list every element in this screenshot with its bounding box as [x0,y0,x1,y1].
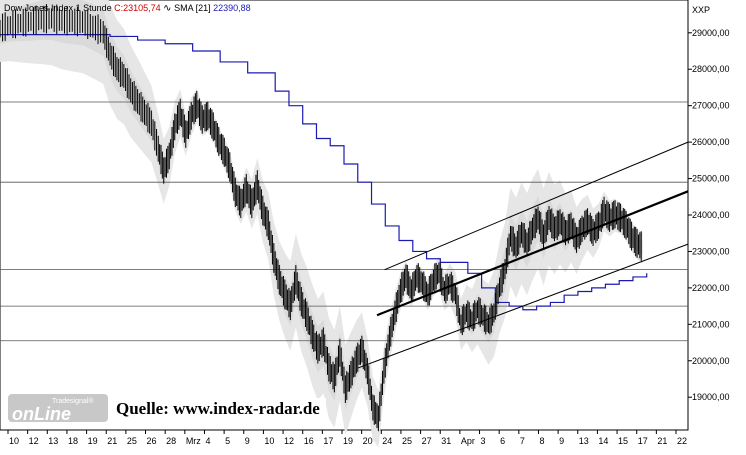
price-tick-label: 22000,00 [692,283,730,293]
horizontal-levels [0,101,688,342]
tradesignal-logo: Tradesignal® onLine [8,392,108,424]
trendline [376,190,689,317]
chart-legend: Dow Jones Index 1 Stunde C:23105,74 ∿ SM… [4,3,251,14]
time-tick-label: 22 [677,436,687,446]
time-tick-label: 18 [68,436,78,446]
time-tick-label: 21 [107,436,117,446]
price-tick-label: 24000,00 [692,210,730,220]
sma-value: 22390,88 [213,3,251,13]
time-tick-label: 31 [441,436,451,446]
time-tick-label: 15 [618,436,628,446]
logo-icon: Tradesignal® onLine [8,394,108,424]
time-tick-label: 5 [225,436,230,446]
time-tick-label: 13 [48,436,58,446]
timeframe-label: 1 Stunde [75,3,112,13]
time-tick-label: Mrz [186,436,201,446]
close-value: C:23105,74 [114,3,161,13]
time-tick-label: 16 [304,436,314,446]
time-tick-label: 21 [657,436,667,446]
price-bars [0,4,642,432]
logo-small-text: Tradesignal® [52,397,94,405]
time-tick-label: 17 [638,436,648,446]
time-tick-label: 3 [481,436,486,446]
time-tick-label: 28 [166,436,176,446]
time-tick-label: 20 [363,436,373,446]
time-tick-label: Apr [461,436,475,446]
time-tick-label: 17 [323,436,333,446]
price-axis: XXP 29000,00 28000,00 27000,00 26000,00 25000… [688,5,730,402]
price-tick-label: 28000,00 [692,64,730,74]
outer-band [0,0,643,448]
trendlines [357,141,689,369]
sma-label: SMA [21] [174,3,211,13]
time-tick-label: 19 [88,436,98,446]
time-tick-label: 19 [343,436,353,446]
sma-icon: ∿ [163,3,172,14]
time-axis: 10 12 13 18 19 21 25 26 28 Mrz 4 5 9 10 12 16 17 19 20 24 25… [7,430,687,446]
time-tick-label: 10 [9,436,19,446]
axis-currency-label: XXP [692,5,710,15]
time-tick-label: 9 [559,436,564,446]
trendline [357,243,689,369]
time-tick-label: 25 [402,436,412,446]
price-tick-label: 23000,00 [692,246,730,256]
time-tick-label: 12 [29,436,39,446]
price-tick-label: 25000,00 [692,174,730,184]
time-tick-label: 27 [422,436,432,446]
time-tick-label: 7 [520,436,525,446]
time-tick-label: 26 [147,436,157,446]
source-caption: Quelle: www.index-radar.de [110,398,326,420]
price-tick-label: 26000,00 [692,137,730,147]
time-tick-label: 12 [284,436,294,446]
price-tick-label: 19000,00 [692,392,730,402]
logo-big-text: onLine [12,404,71,424]
sma-line-group [0,34,648,311]
sma-line [0,34,648,311]
time-tick-label: 8 [539,436,544,446]
price-tick-label: 20000,00 [692,356,730,366]
time-tick-label: 13 [579,436,589,446]
instrument-name: Dow Jones Index [4,3,74,13]
price-tick-label: 21000,00 [692,319,730,329]
time-tick-label: 6 [500,436,505,446]
time-tick-label: 24 [382,436,392,446]
time-tick-label: 4 [205,436,210,446]
time-tick-label: 10 [264,436,274,446]
price-tick-label: 29000,00 [692,28,730,38]
time-tick-label: 9 [245,436,250,446]
price-tick-label: 27000,00 [692,101,730,111]
time-tick-label: 14 [598,436,608,446]
trendline [384,141,689,271]
time-tick-label: 25 [127,436,137,446]
